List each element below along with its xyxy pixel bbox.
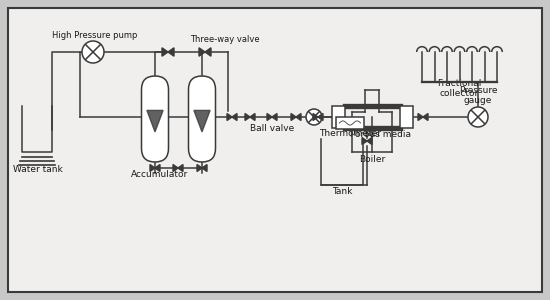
Polygon shape	[162, 48, 168, 56]
Text: Porous media: Porous media	[350, 130, 411, 139]
Polygon shape	[367, 137, 372, 145]
Polygon shape	[194, 110, 210, 132]
Bar	[400, 106, 413, 128]
Polygon shape	[362, 137, 367, 145]
Polygon shape	[147, 110, 163, 132]
Polygon shape	[202, 164, 207, 172]
Text: Fractional
collector: Fractional collector	[437, 79, 482, 98]
Text: Ball valve: Ball valve	[250, 124, 294, 133]
Polygon shape	[232, 113, 237, 121]
FancyBboxPatch shape	[141, 76, 168, 162]
Polygon shape	[267, 113, 272, 121]
Polygon shape	[250, 113, 255, 121]
Polygon shape	[197, 164, 202, 172]
Polygon shape	[150, 164, 155, 172]
Text: Pressure
gauge: Pressure gauge	[459, 85, 497, 105]
Text: High Pressure pump: High Pressure pump	[52, 31, 138, 40]
Bar	[336, 117, 364, 129]
Polygon shape	[178, 164, 183, 172]
Text: Boiler: Boiler	[359, 155, 385, 164]
Polygon shape	[173, 164, 178, 172]
Polygon shape	[227, 113, 232, 121]
Text: Thermometer: Thermometer	[319, 129, 381, 138]
Polygon shape	[296, 113, 301, 121]
Polygon shape	[291, 113, 296, 121]
Polygon shape	[168, 48, 174, 56]
Polygon shape	[313, 113, 318, 121]
Polygon shape	[318, 113, 323, 121]
Circle shape	[306, 109, 322, 125]
Bar	[332, 106, 345, 128]
Text: Three-way valve: Three-way valve	[190, 35, 260, 44]
Text: Tank: Tank	[332, 187, 352, 196]
Text: Accumulator: Accumulator	[131, 170, 189, 179]
Polygon shape	[205, 48, 211, 56]
Circle shape	[82, 41, 104, 63]
FancyBboxPatch shape	[189, 76, 216, 162]
Circle shape	[468, 107, 488, 127]
Polygon shape	[155, 164, 160, 172]
Polygon shape	[418, 113, 423, 121]
Polygon shape	[199, 48, 205, 56]
Polygon shape	[245, 113, 250, 121]
Polygon shape	[272, 113, 277, 121]
Polygon shape	[423, 113, 428, 121]
Text: Water tank: Water tank	[13, 165, 63, 174]
